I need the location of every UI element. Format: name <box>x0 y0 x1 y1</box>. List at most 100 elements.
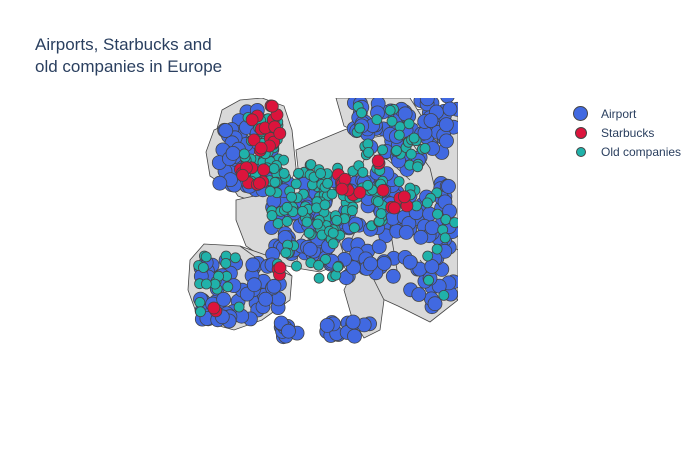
old-company-marker <box>449 217 458 228</box>
old-company-marker <box>290 178 302 190</box>
starbucks-marker <box>247 133 261 147</box>
old-company-marker <box>432 208 443 220</box>
chart-title-line-2: old companies in Europe <box>35 57 223 76</box>
starbucks-marker <box>376 183 390 197</box>
chart-title-line-1: Airports, Starbucks and <box>35 35 212 54</box>
old-company-marker <box>377 144 389 156</box>
starbucks-markers <box>207 99 414 318</box>
old-company-marker <box>421 197 433 209</box>
old-company-marker <box>268 163 280 174</box>
airport-marker <box>398 224 414 240</box>
airport-marker <box>363 256 379 272</box>
airport-marker <box>371 239 387 255</box>
starbucks-marker <box>245 113 259 127</box>
old-company-marker <box>405 148 417 160</box>
airport-marker <box>266 278 282 294</box>
old-company-marker <box>332 261 344 273</box>
old-company-marker <box>356 107 367 119</box>
old-company-marker <box>312 218 324 230</box>
old-company-marker <box>346 205 358 217</box>
old-company-marker <box>200 278 212 290</box>
old-company-marker <box>281 201 293 213</box>
old-company-marker <box>372 196 384 208</box>
old-company-marker <box>393 176 405 187</box>
old-company-marker <box>303 227 315 239</box>
old-company-marker <box>439 232 451 244</box>
old-company-marker <box>408 132 420 144</box>
starbucks-marker <box>387 201 401 215</box>
old-company-marker <box>220 257 232 269</box>
old-company-marker <box>320 253 331 265</box>
old-company-marker <box>315 168 327 179</box>
old-company-marker <box>305 159 317 170</box>
starbucks-marker <box>253 176 266 190</box>
old-company-marker <box>222 281 234 293</box>
airport-marker <box>402 254 418 270</box>
airport-marker <box>302 241 318 257</box>
airport-marker <box>216 291 232 307</box>
airport-marker <box>419 98 435 107</box>
airport-marker <box>441 178 456 194</box>
old-company-marker <box>313 272 325 284</box>
old-company-marker <box>297 205 309 217</box>
old-company-marker <box>384 105 396 116</box>
old-company-marker <box>238 148 250 160</box>
old-company-marker <box>354 122 366 134</box>
airport-marker <box>424 259 440 274</box>
airport-marker <box>423 113 439 128</box>
old-company-marker <box>431 243 443 255</box>
airport-marker <box>411 287 427 302</box>
old-company-marker <box>313 259 325 271</box>
starbucks-marker <box>254 141 268 155</box>
starbucks-marker <box>335 182 349 196</box>
airport-marker <box>225 145 241 161</box>
airport-marker <box>212 175 228 191</box>
old-company-marker <box>386 115 398 127</box>
old-company-marker <box>348 222 360 234</box>
starbucks-marker <box>207 301 221 315</box>
old-company-marker <box>229 252 241 264</box>
old-company-marker <box>391 145 402 156</box>
old-company-marker <box>327 227 339 239</box>
airport-marker <box>438 117 454 132</box>
old-company-marker <box>264 185 276 197</box>
old-company-marker <box>195 306 206 318</box>
old-company-marker <box>419 142 431 154</box>
starbucks-marker <box>273 261 287 275</box>
legend-label-airport: Airport <box>601 106 637 121</box>
legend-label-starbucks: Starbucks <box>601 125 655 140</box>
old-company-marker <box>269 176 281 188</box>
starbucks-marker <box>353 186 367 199</box>
old-company-marker <box>278 154 290 166</box>
starbucks-marker <box>397 190 411 204</box>
old-company-marker <box>272 218 284 229</box>
airport-marker <box>376 255 392 271</box>
airport-marker <box>439 133 454 149</box>
old-company-marker <box>322 177 334 189</box>
old-company-marker <box>200 251 212 263</box>
starbucks-marker <box>371 154 385 168</box>
old-company-marker <box>331 214 343 226</box>
old-company-marker <box>301 216 313 228</box>
airport-marker <box>246 277 262 293</box>
airport-marker <box>281 323 296 339</box>
legend-marker-airport <box>573 106 588 121</box>
old-company-marker <box>319 199 331 211</box>
airport-marker <box>258 291 274 307</box>
legend-label-old-companies: Old companies <box>601 144 682 159</box>
old-company-marker <box>266 210 278 221</box>
old-company-marker <box>423 274 435 286</box>
old-company-marker <box>326 188 338 200</box>
old-company-marker <box>278 167 290 179</box>
starbucks-marker <box>265 99 279 113</box>
old-company-marker <box>375 208 387 220</box>
airport-marker <box>413 229 429 245</box>
starbucks-marker <box>257 163 271 177</box>
old-company-marker <box>194 296 206 308</box>
airport-marker <box>442 101 458 117</box>
legend-marker-starbucks <box>575 127 587 139</box>
starbucks-marker <box>236 168 250 182</box>
old-company-marker <box>197 262 209 273</box>
old-company-marker <box>327 238 339 250</box>
